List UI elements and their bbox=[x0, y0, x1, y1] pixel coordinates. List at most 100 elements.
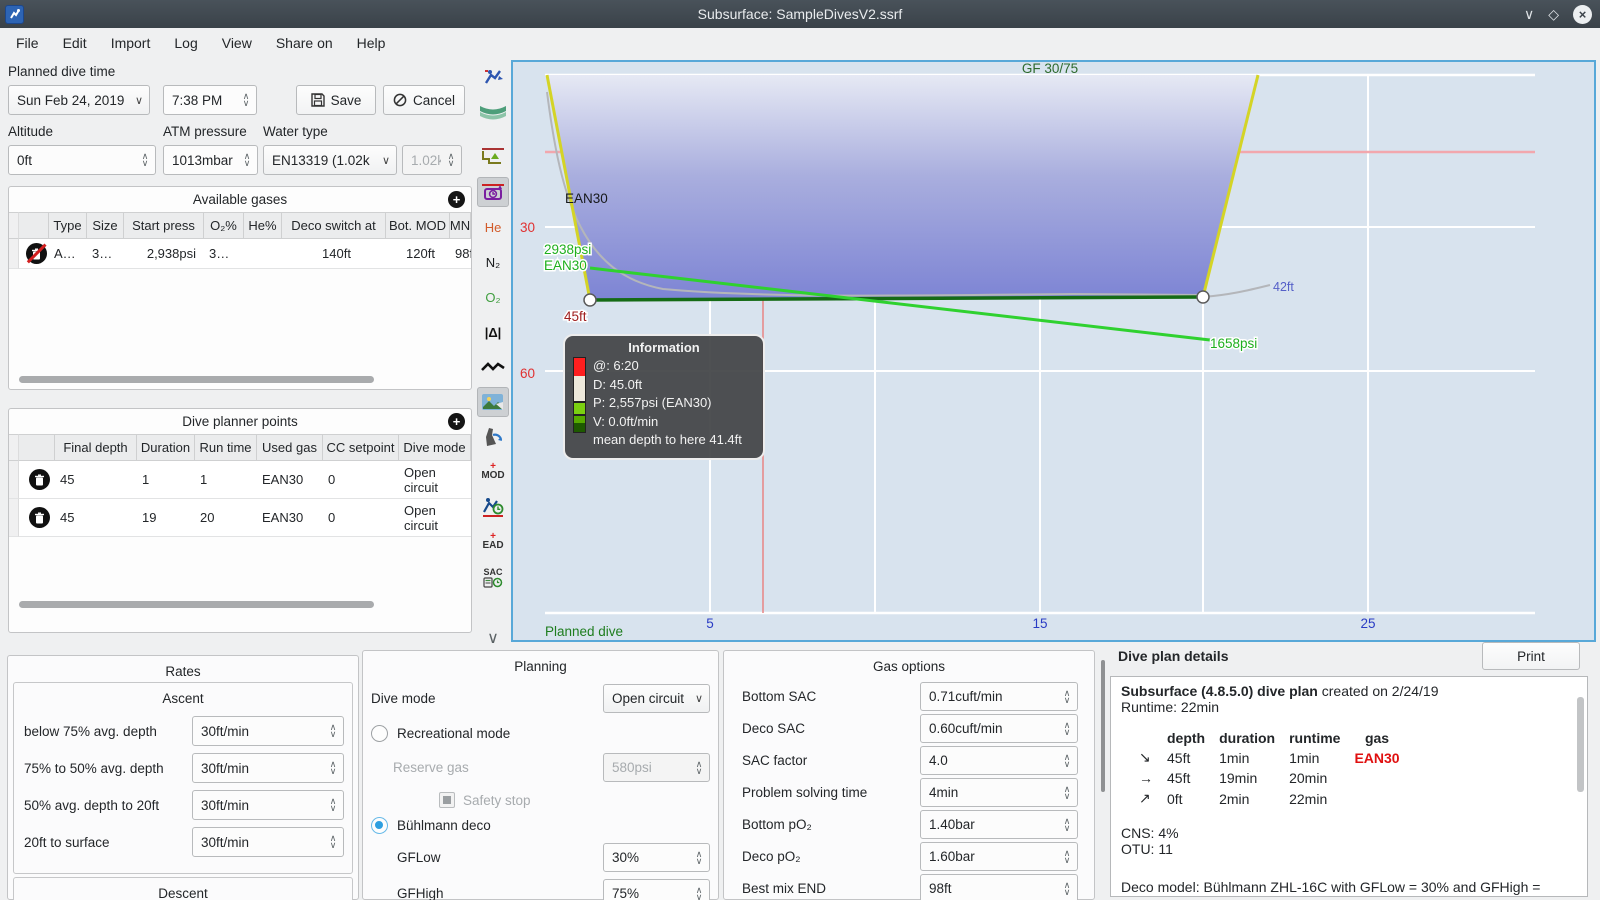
col-final-depth[interactable]: Final depth bbox=[55, 434, 137, 461]
gas-mnd[interactable]: 98f bbox=[450, 239, 471, 269]
gas-type[interactable]: A… bbox=[49, 239, 87, 269]
menu-file[interactable]: File bbox=[16, 35, 39, 51]
spinner-arrows-icon[interactable]: ∧ ∨ bbox=[1063, 783, 1071, 801]
point-depth[interactable]: 45 bbox=[55, 461, 137, 499]
altitude-spinner[interactable]: 0ft ∧ ∨ bbox=[8, 145, 156, 175]
spinner-arrows-icon[interactable]: ∧ ∨ bbox=[243, 151, 251, 168]
gflow-spinner[interactable]: 30% ∧ ∨ bbox=[603, 843, 710, 872]
minimize-icon[interactable]: ∨ bbox=[1523, 6, 1535, 22]
col-deco-switch[interactable]: Deco switch at bbox=[282, 212, 386, 239]
profile-handle[interactable] bbox=[583, 293, 597, 307]
spinner-arrows-icon[interactable]: ∧ ∨ bbox=[695, 848, 703, 866]
col-size[interactable]: Size bbox=[87, 212, 124, 239]
dive-profile-chart[interactable]: GF 30/75 EAN30 30 60 2938psi EAN30 45ft … bbox=[511, 60, 1596, 642]
dive-time-spinner[interactable]: 7:38 PM ∧ ∨ bbox=[163, 85, 257, 115]
menu-share-on[interactable]: Share on bbox=[275, 35, 333, 51]
spinner-arrows-icon[interactable]: ∧ ∨ bbox=[141, 151, 149, 168]
menu-import[interactable]: Import bbox=[110, 35, 151, 51]
point-dive-mode[interactable]: Open circuit bbox=[399, 499, 471, 537]
delete-point-button[interactable] bbox=[19, 499, 55, 537]
save-button[interactable]: Save bbox=[296, 85, 376, 115]
mod-icon[interactable]: + MOD bbox=[481, 461, 505, 482]
col-cc-setpoint[interactable]: CC setpoint bbox=[323, 434, 399, 461]
n2-graph-icon[interactable]: N₂ bbox=[485, 254, 501, 270]
o2-graph-icon[interactable]: O₂ bbox=[485, 289, 501, 305]
menu-view[interactable]: View bbox=[221, 35, 252, 51]
photos-icon[interactable] bbox=[477, 387, 509, 417]
spinner-arrows-icon[interactable]: ∧ ∨ bbox=[1063, 751, 1071, 769]
gfhigh-spinner[interactable]: 75% ∧ ∨ bbox=[603, 879, 710, 900]
ascent-rate-spinner[interactable]: 30ft/min ∧ ∨ bbox=[192, 753, 344, 783]
col-he[interactable]: He% bbox=[244, 212, 282, 239]
spinner-arrows-icon[interactable]: ∧ ∨ bbox=[1063, 687, 1071, 705]
bottom-sac-spinner[interactable]: 0.71cuft/min ∧ ∨ bbox=[920, 682, 1078, 711]
point-setpoint[interactable]: 0 bbox=[323, 499, 399, 537]
scroll-down-icon[interactable]: ∨ bbox=[487, 630, 499, 647]
bottom-po2-spinner[interactable]: 1.40bar ∧ ∨ bbox=[920, 810, 1078, 839]
spinner-arrows-icon[interactable]: ∧ ∨ bbox=[329, 722, 337, 739]
print-button[interactable]: Print bbox=[1482, 642, 1580, 670]
dive-mode-select[interactable]: Open circuit ∨ bbox=[603, 684, 710, 713]
gas-size[interactable]: 3… bbox=[87, 239, 124, 269]
he-graph-icon[interactable]: He bbox=[484, 219, 502, 235]
spinner-arrows-icon[interactable]: ∧ ∨ bbox=[329, 833, 337, 850]
heart-rate-icon[interactable] bbox=[477, 352, 509, 382]
col-used-gas[interactable]: Used gas bbox=[257, 434, 323, 461]
gas-deco-switch[interactable]: 140ft bbox=[282, 239, 386, 269]
delete-point-button[interactable] bbox=[19, 461, 55, 499]
gas-start-press[interactable]: 2,938psi bbox=[124, 239, 204, 269]
cancel-button[interactable]: Cancel bbox=[383, 85, 465, 115]
plan-scrollbar[interactable] bbox=[1577, 697, 1584, 792]
water-type-select[interactable]: EN13319 (1.02k ∨ bbox=[263, 145, 397, 175]
point-gas[interactable]: EAN30 bbox=[257, 461, 323, 499]
waves-icon[interactable] bbox=[477, 97, 509, 127]
sac-factor-spinner[interactable]: 4.0 ∧ ∨ bbox=[920, 746, 1078, 775]
spinner-arrows-icon[interactable]: ∧ ∨ bbox=[1063, 879, 1071, 897]
recreational-mode-label[interactable]: Recreational mode bbox=[397, 726, 511, 741]
spinner-arrows-icon[interactable]: ∧ ∨ bbox=[329, 759, 337, 776]
atm-pressure-spinner[interactable]: 1013mbar ∧ ∨ bbox=[163, 145, 258, 175]
horizontal-scrollbar[interactable] bbox=[19, 601, 374, 608]
col-o2[interactable]: O₂% bbox=[204, 212, 244, 239]
dive-date-select[interactable]: Sun Feb 24, 2019 ∨ bbox=[8, 85, 150, 115]
point-dive-mode[interactable]: Open circuit bbox=[399, 461, 471, 499]
ascent-rate-spinner[interactable]: 30ft/min ∧ ∨ bbox=[192, 716, 344, 746]
deco-sac-spinner[interactable]: 0.60cuft/min ∧ ∨ bbox=[920, 714, 1078, 743]
maximize-icon[interactable]: ◇ bbox=[1548, 6, 1559, 22]
spinner-arrows-icon[interactable]: ∧ ∨ bbox=[1063, 847, 1071, 865]
buhlmann-deco-label[interactable]: Bühlmann deco bbox=[397, 818, 491, 833]
col-duration[interactable]: Duration bbox=[137, 434, 195, 461]
dive-plan-text[interactable]: Subsurface (4.8.5.0) dive plan created o… bbox=[1110, 676, 1588, 897]
dive-mode-icon[interactable] bbox=[477, 62, 509, 92]
profile-handle[interactable] bbox=[1196, 290, 1210, 304]
point-runtime[interactable]: 1 bbox=[195, 461, 257, 499]
gas-he[interactable] bbox=[244, 239, 282, 269]
gas-bot-mod[interactable]: 120ft bbox=[386, 239, 450, 269]
delete-gas-button[interactable] bbox=[19, 239, 49, 269]
menu-edit[interactable]: Edit bbox=[62, 35, 87, 51]
gas-o2[interactable]: 3… bbox=[204, 239, 244, 269]
tissue-delta-icon[interactable]: |Δ| bbox=[484, 324, 502, 340]
best-mix-end-spinner[interactable]: 98ft ∧ ∨ bbox=[920, 874, 1078, 900]
gas-switch-icon[interactable] bbox=[477, 422, 509, 452]
deco-po2-spinner[interactable]: 1.60bar ∧ ∨ bbox=[920, 842, 1078, 871]
point-gas[interactable]: EAN30 bbox=[257, 499, 323, 537]
ascent-rate-spinner[interactable]: 30ft/min ∧ ∨ bbox=[192, 827, 344, 857]
col-type[interactable]: Type bbox=[49, 212, 87, 239]
col-run-time[interactable]: Run time bbox=[195, 434, 257, 461]
close-icon[interactable]: × bbox=[1573, 4, 1592, 24]
horizontal-scrollbar[interactable] bbox=[19, 376, 374, 383]
ndl-tts-icon[interactable] bbox=[477, 492, 509, 522]
spinner-arrows-icon[interactable]: ∧ ∨ bbox=[242, 91, 250, 108]
recreational-mode-radio[interactable] bbox=[371, 725, 388, 742]
setpoint-ceiling-icon[interactable] bbox=[477, 177, 509, 207]
sac-rate-icon[interactable]: SAC bbox=[477, 562, 509, 592]
buhlmann-deco-radio[interactable] bbox=[371, 817, 388, 834]
add-gas-button[interactable]: + bbox=[448, 191, 465, 208]
point-depth[interactable]: 45 bbox=[55, 499, 137, 537]
point-runtime[interactable]: 20 bbox=[195, 499, 257, 537]
problem-solving-time-spinner[interactable]: 4min ∧ ∨ bbox=[920, 778, 1078, 807]
point-duration[interactable]: 1 bbox=[137, 461, 195, 499]
ascent-rate-spinner[interactable]: 30ft/min ∧ ∨ bbox=[192, 790, 344, 820]
point-setpoint[interactable]: 0 bbox=[323, 461, 399, 499]
